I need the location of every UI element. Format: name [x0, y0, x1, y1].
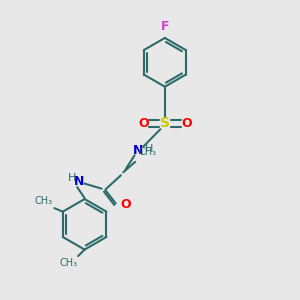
Text: O: O — [138, 117, 149, 130]
Text: N: N — [74, 175, 84, 188]
Text: H: H — [68, 173, 76, 183]
Text: CH₃: CH₃ — [34, 196, 52, 206]
Text: N: N — [133, 143, 143, 157]
Text: H: H — [145, 143, 154, 154]
Text: CH₃: CH₃ — [59, 259, 77, 269]
Text: F: F — [160, 20, 169, 33]
Text: O: O — [181, 117, 192, 130]
Text: S: S — [160, 116, 170, 130]
Text: O: O — [120, 199, 131, 212]
Text: CH₃: CH₃ — [138, 147, 156, 158]
